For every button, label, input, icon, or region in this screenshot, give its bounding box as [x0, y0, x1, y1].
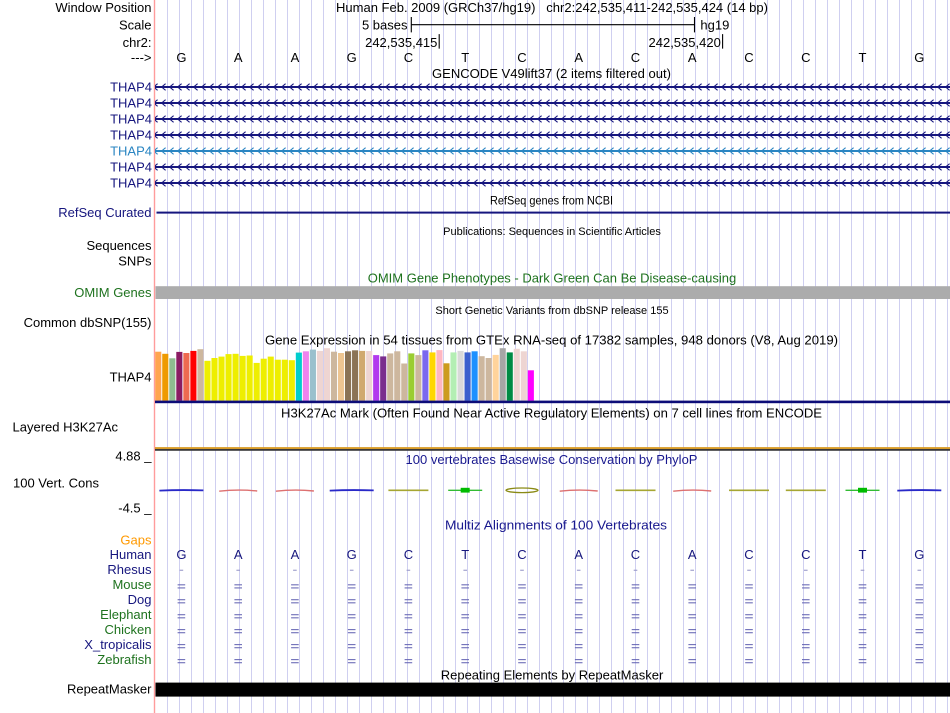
svg-text:hg19: hg19 [700, 18, 729, 33]
svg-text:THAP4: THAP4 [110, 127, 152, 142]
svg-text:Human Feb. 2009 (GRCh37/hg19): Human Feb. 2009 (GRCh37/hg19) chr2:242,5… [336, 0, 768, 15]
svg-text:Gene Expression in 54 tissues: Gene Expression in 54 tissues from GTEx … [265, 333, 838, 348]
svg-text:chr2:: chr2: [123, 35, 152, 50]
svg-text:T: T [859, 50, 867, 65]
svg-text:100 vertebrates Basewise Conse: 100 vertebrates Basewise Conservation by… [406, 452, 698, 467]
svg-text:C: C [801, 547, 810, 562]
svg-text:5 bases: 5 bases [362, 18, 408, 33]
svg-text:THAP4: THAP4 [110, 370, 152, 385]
svg-text:A: A [234, 50, 243, 65]
svg-text:OMIM Gene Phenotypes - Dark Gr: OMIM Gene Phenotypes - Dark Green Can Be… [368, 271, 737, 286]
svg-text:Scale: Scale [119, 18, 152, 33]
svg-text:A: A [291, 547, 300, 562]
svg-text:A: A [291, 50, 300, 65]
svg-text:4.88 _: 4.88 _ [115, 449, 152, 464]
svg-text:THAP4: THAP4 [110, 111, 152, 126]
svg-text:Short Genetic Variants from db: Short Genetic Variants from dbSNP releas… [435, 305, 668, 317]
svg-text:C: C [404, 547, 413, 562]
svg-text:Chicken: Chicken [105, 622, 152, 637]
svg-text:A: A [574, 50, 583, 65]
svg-text:Gaps: Gaps [120, 533, 152, 548]
svg-text:--->: ---> [131, 50, 152, 65]
svg-text:SNPs: SNPs [118, 253, 152, 268]
svg-text:C: C [517, 547, 526, 562]
svg-text:A: A [688, 547, 697, 562]
svg-text:C: C [631, 547, 640, 562]
svg-text:THAP4: THAP4 [110, 143, 152, 158]
svg-text:Multiz Alignments of 100 Verte: Multiz Alignments of 100 Vertebrates [445, 518, 668, 533]
svg-text:Window Position: Window Position [55, 0, 151, 15]
svg-text:G: G [347, 547, 357, 562]
svg-text:T: T [461, 50, 469, 65]
svg-text:242,535,420: 242,535,420 [649, 35, 721, 50]
svg-text:Common dbSNP(155): Common dbSNP(155) [24, 315, 152, 330]
svg-text:G: G [176, 50, 186, 65]
svg-text:Dog: Dog [128, 592, 152, 607]
svg-text:Zebrafish: Zebrafish [97, 652, 151, 667]
svg-text:C: C [801, 50, 810, 65]
svg-text:THAP4: THAP4 [110, 79, 152, 94]
svg-text:THAP4: THAP4 [110, 175, 152, 190]
svg-text:RefSeq Curated: RefSeq Curated [58, 205, 151, 220]
svg-text:A: A [688, 50, 697, 65]
svg-text:THAP4: THAP4 [110, 159, 152, 174]
svg-text:Mouse: Mouse [112, 577, 151, 592]
svg-text:T: T [859, 547, 867, 562]
svg-text:OMIM Genes: OMIM Genes [74, 285, 152, 300]
svg-text:H3K27Ac Mark (Often Found Near: H3K27Ac Mark (Often Found Near Active Re… [281, 406, 822, 421]
svg-text:GENCODE V49lift37 (2 items fil: GENCODE V49lift37 (2 items filtered out) [432, 66, 671, 81]
svg-text:Human: Human [110, 547, 152, 562]
svg-text:THAP4: THAP4 [110, 95, 152, 110]
svg-text:G: G [176, 547, 186, 562]
svg-text:C: C [631, 50, 640, 65]
svg-text:-4.5 _: -4.5 _ [118, 501, 152, 516]
svg-text:G: G [914, 50, 924, 65]
svg-text:A: A [574, 547, 583, 562]
svg-text:100 Vert. Cons: 100 Vert. Cons [13, 476, 99, 491]
svg-text:X_tropicalis: X_tropicalis [84, 637, 152, 652]
svg-text:Layered H3K27Ac: Layered H3K27Ac [13, 420, 119, 435]
svg-text:Elephant: Elephant [100, 607, 152, 622]
svg-text:C: C [744, 547, 753, 562]
svg-text:Rhesus: Rhesus [107, 562, 152, 577]
svg-text:G: G [914, 547, 924, 562]
svg-text:C: C [404, 50, 413, 65]
svg-text:RepeatMasker: RepeatMasker [67, 681, 152, 696]
svg-text:Sequences: Sequences [86, 238, 152, 253]
svg-text:C: C [517, 50, 526, 65]
svg-text:242,535,415: 242,535,415 [365, 35, 437, 50]
svg-text:Publications: Sequences in Sci: Publications: Sequences in Scientific Ar… [443, 226, 661, 238]
svg-text:Repeating Elements by RepeatMa: Repeating Elements by RepeatMasker [441, 668, 664, 683]
svg-text:A: A [234, 547, 243, 562]
svg-text:RefSeq genes from NCBI: RefSeq genes from NCBI [490, 194, 613, 208]
svg-text:T: T [461, 547, 469, 562]
svg-text:C: C [744, 50, 753, 65]
svg-text:G: G [347, 50, 357, 65]
